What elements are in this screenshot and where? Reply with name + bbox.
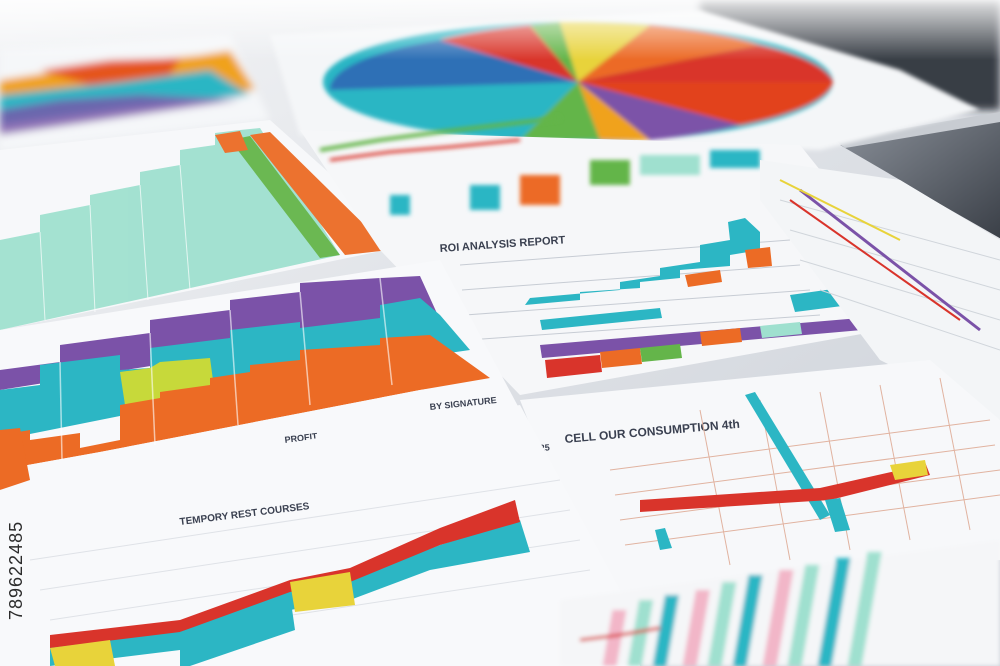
paper-bottom-right	[560, 540, 1000, 666]
stock-id-watermark: 789622485	[6, 520, 26, 620]
paper-right-lines	[760, 160, 1000, 420]
center-step-chart	[525, 218, 862, 378]
paper-left-area: BY SIGNATURE PROFIT RATIO	[0, 260, 520, 500]
paper-right-grid: CELL OUR CONSUMPTION 4th 2025	[520, 360, 1000, 600]
paper-top-left	[0, 35, 270, 150]
bottom-right-bars	[602, 552, 882, 666]
paper-bottom-left: TEMPORY REST COURSES	[0, 405, 640, 666]
paper-left-bars	[0, 120, 410, 330]
small-line-chart	[319, 116, 760, 215]
